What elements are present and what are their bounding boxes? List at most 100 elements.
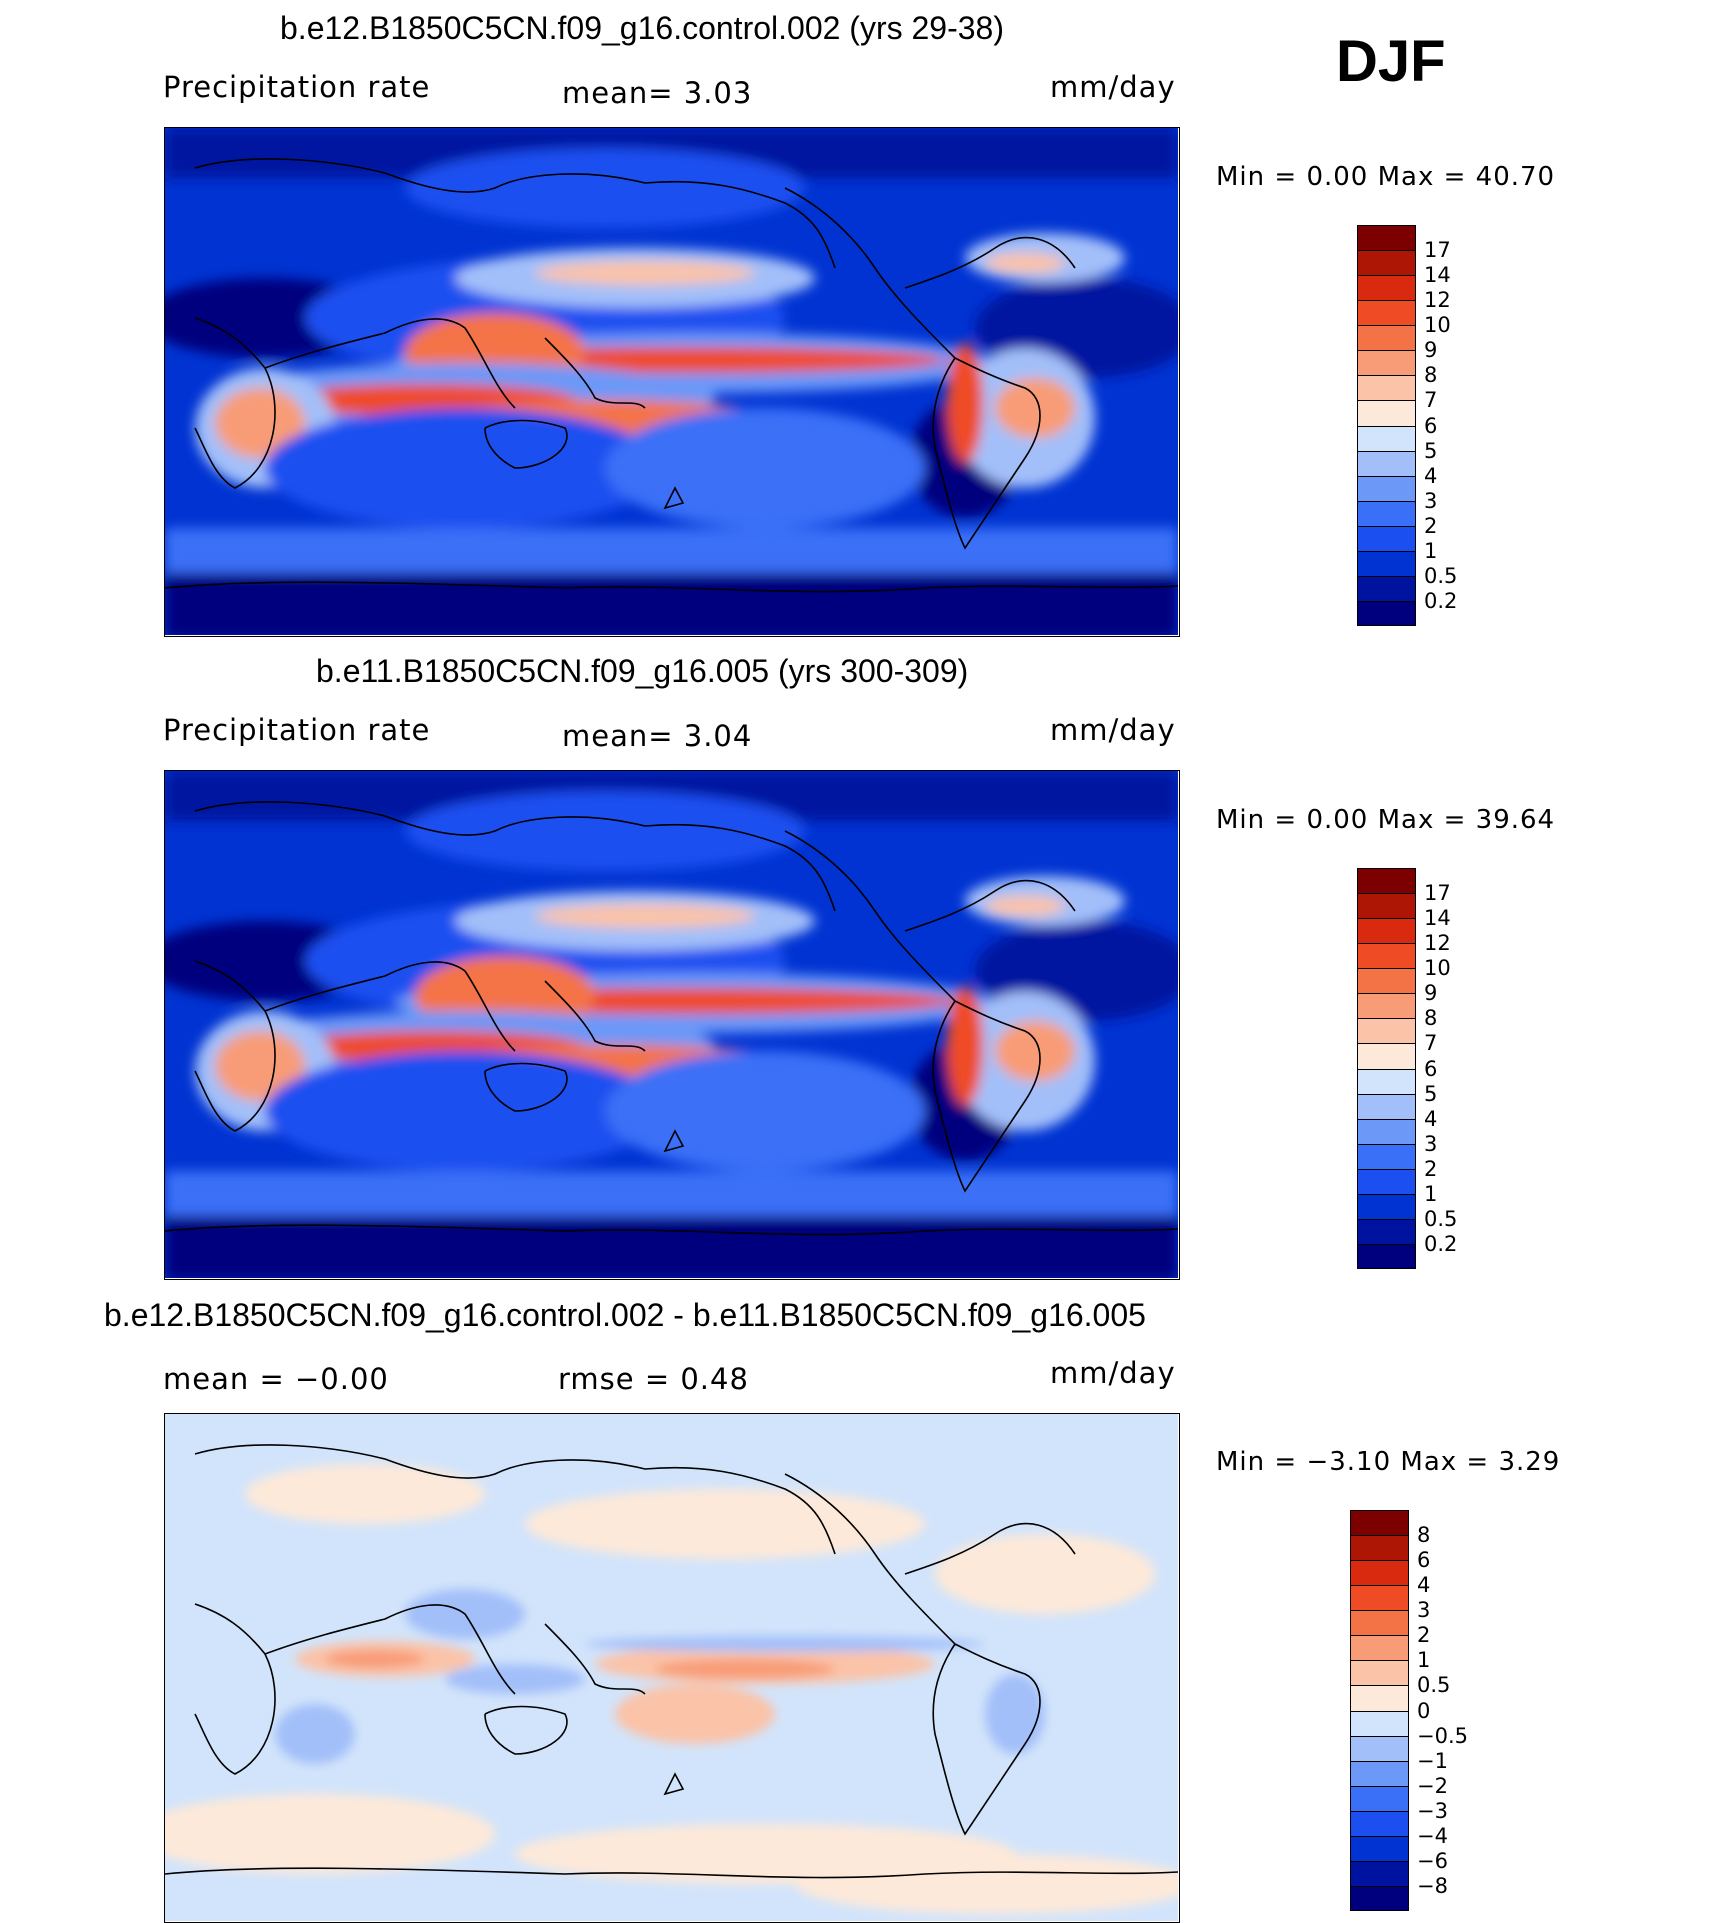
colorbar-tick-label: 0.5 <box>1417 1673 1451 1698</box>
panel-3-map <box>164 1413 1180 1923</box>
colorbar-tick-label: 0 <box>1417 1698 1431 1723</box>
colorbar-segment <box>1357 1043 1416 1069</box>
colorbar-tick-label: 8 <box>1424 363 1438 388</box>
colorbar-segment <box>1357 943 1416 969</box>
panel-2-map-graphic <box>165 771 1178 1278</box>
colorbar-segment <box>1357 425 1416 451</box>
colorbar-tick-label: 5 <box>1424 1081 1438 1106</box>
panel-3-minmax: Min = −3.10 Max = 3.29 <box>1216 1447 1561 1477</box>
colorbar-tick-label: 1 <box>1424 538 1438 563</box>
panel-2-mean: mean= 3.04 <box>562 719 753 753</box>
colorbar-segment <box>1350 1835 1409 1861</box>
colorbar-tick-label: −8 <box>1417 1873 1448 1898</box>
panel-3-map-graphic <box>165 1414 1178 1921</box>
colorbar-segment <box>1350 1535 1409 1561</box>
colorbar-segment <box>1357 250 1416 276</box>
colorbar-tick-label: 7 <box>1424 1031 1438 1056</box>
colorbar-segment <box>1357 993 1416 1019</box>
colorbar-segment <box>1357 550 1416 576</box>
colorbar-tick-label: 2 <box>1417 1623 1431 1648</box>
colorbar-segment <box>1350 1710 1409 1736</box>
colorbar-tick-label: −4 <box>1417 1823 1448 1848</box>
panel-3-title: b.e12.B1850C5CN.f09_g16.control.002 - b.… <box>104 1297 1146 1333</box>
colorbar-segment <box>1357 1218 1416 1244</box>
colorbar-tick-label: 3 <box>1424 1131 1438 1156</box>
panel-1-title: b.e12.B1850C5CN.f09_g16.control.002 (yrs… <box>280 10 1004 46</box>
colorbar-tick-label: 9 <box>1424 981 1438 1006</box>
colorbar-segment <box>1357 300 1416 326</box>
panel-3-colorbar: 8 6 4 3 2 1 0.5 0 −0.5 −1 −2 −3 −4 −6 −8 <box>1350 1510 1468 1911</box>
colorbar-tick-label: 3 <box>1424 488 1438 513</box>
colorbar-segment <box>1350 1585 1409 1611</box>
colorbar-tick-label: 10 <box>1424 956 1451 981</box>
colorbar-segment <box>1357 500 1416 526</box>
colorbar-segment <box>1357 450 1416 476</box>
colorbar-tick-label: 8 <box>1417 1523 1431 1548</box>
colorbar-tick-label: 12 <box>1424 288 1451 313</box>
colorbar-segment <box>1357 1093 1416 1119</box>
colorbar-tick-label: −1 <box>1417 1748 1448 1773</box>
panel-2-variable-label: Precipitation rate <box>163 713 431 747</box>
colorbar-tick-label: −6 <box>1417 1848 1448 1873</box>
colorbar-tick-label: 7 <box>1424 388 1438 413</box>
colorbar-tick-label: 6 <box>1417 1548 1431 1573</box>
colorbar-tick-label: 10 <box>1424 313 1451 338</box>
panel-2-minmax: Min = 0.00 Max = 39.64 <box>1216 805 1556 835</box>
colorbar-segment <box>1350 1735 1409 1761</box>
colorbar-segment <box>1350 1885 1409 1911</box>
colorbar-segment <box>1357 350 1416 376</box>
panel-1-units: mm/day <box>1050 70 1176 104</box>
colorbar-segment <box>1357 400 1416 426</box>
season-label: DJF <box>1336 29 1446 94</box>
colorbar-segment <box>1357 1068 1416 1094</box>
colorbar-tick-label: 12 <box>1424 931 1451 956</box>
panel-1-minmax: Min = 0.00 Max = 40.70 <box>1216 162 1556 192</box>
colorbar-segment <box>1357 1193 1416 1219</box>
panel-2-title: b.e11.B1850C5CN.f09_g16.005 (yrs 300-309… <box>316 653 969 689</box>
colorbar-tick-label: 5 <box>1424 438 1438 463</box>
colorbar-segment <box>1357 868 1416 894</box>
panel-1-colorbar: 17 14 12 10 9 8 7 6 5 4 3 2 1 0.5 0.2 <box>1357 225 1457 626</box>
panel-2-units: mm/day <box>1050 713 1176 747</box>
colorbar-segment <box>1357 968 1416 994</box>
panel-1-map <box>164 127 1180 637</box>
colorbar-segment <box>1357 1168 1416 1194</box>
colorbar-tick-label: 1 <box>1424 1181 1438 1206</box>
colorbar-tick-label: 0.2 <box>1424 1231 1458 1256</box>
colorbar-segment <box>1350 1760 1409 1786</box>
panel-1-variable-label: Precipitation rate <box>163 70 431 104</box>
colorbar-segment <box>1350 1860 1409 1886</box>
colorbar-segment <box>1350 1685 1409 1711</box>
colorbar-segment <box>1357 1118 1416 1144</box>
panel-1-map-graphic <box>165 128 1178 635</box>
colorbar-tick-label: 0.2 <box>1424 588 1458 613</box>
colorbar-segment <box>1350 1560 1409 1586</box>
panel-3-units: mm/day <box>1050 1356 1176 1390</box>
colorbar-segment <box>1357 918 1416 944</box>
colorbar-tick-label: 14 <box>1424 906 1451 931</box>
colorbar-segment <box>1357 600 1416 626</box>
colorbar-tick-label: 4 <box>1417 1573 1431 1598</box>
panel-3-mean: mean = −0.00 <box>163 1362 389 1396</box>
colorbar-tick-label: −3 <box>1417 1798 1448 1823</box>
colorbar-tick-label: −0.5 <box>1417 1723 1468 1748</box>
panel-1-mean: mean= 3.03 <box>562 76 753 110</box>
panel-2-map <box>164 770 1180 1280</box>
colorbar-segment <box>1350 1510 1409 1536</box>
panel-3-rmse: rmse = 0.48 <box>558 1362 749 1396</box>
colorbar-segment <box>1357 275 1416 301</box>
colorbar-tick-label: 9 <box>1424 338 1438 363</box>
colorbar-segment <box>1357 325 1416 351</box>
colorbar-tick-label: −2 <box>1417 1773 1448 1798</box>
colorbar-segment <box>1357 525 1416 551</box>
colorbar-tick-label: 0.5 <box>1424 563 1458 588</box>
colorbar-tick-label: 17 <box>1424 881 1451 906</box>
colorbar-tick-label: 1 <box>1417 1648 1431 1673</box>
colorbar-tick-label: 0.5 <box>1424 1206 1458 1231</box>
colorbar-segment <box>1357 1243 1416 1269</box>
colorbar-segment <box>1350 1785 1409 1811</box>
colorbar-segment <box>1357 1018 1416 1044</box>
colorbar-tick-label: 2 <box>1424 1156 1438 1181</box>
colorbar-segment <box>1350 1810 1409 1836</box>
colorbar-tick-label: 8 <box>1424 1006 1438 1031</box>
